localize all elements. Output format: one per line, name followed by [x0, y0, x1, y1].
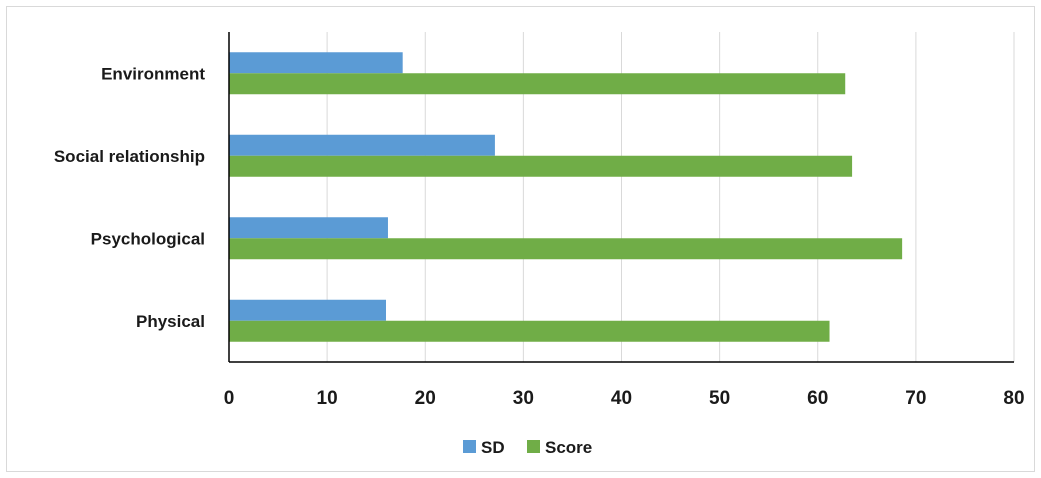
- bar-sd-social-relationship: [229, 134, 495, 156]
- x-tick-label: 70: [905, 388, 926, 409]
- bar-sd-psychological: [229, 217, 388, 239]
- axes: [228, 32, 1014, 363]
- x-tick-label: 80: [1003, 388, 1024, 409]
- category-label: Psychological: [91, 229, 205, 248]
- category-labels: Environment Social relationship Psychologi…: [54, 64, 205, 331]
- x-tick-label: 10: [317, 388, 338, 409]
- legend-swatch-score: [527, 440, 540, 453]
- bar-score-psychological: [229, 238, 903, 260]
- x-tick-label: 40: [611, 388, 632, 409]
- category-label: Social relationship: [54, 147, 205, 166]
- legend-swatch-sd: [463, 440, 476, 453]
- legend-label-score: Score: [545, 438, 592, 457]
- bars: [229, 52, 903, 342]
- x-tick-label: 50: [709, 388, 730, 409]
- x-tick-label: 20: [415, 388, 436, 409]
- x-tick-label: 30: [513, 388, 534, 409]
- bar-sd-physical: [229, 299, 386, 321]
- bar-score-environment: [229, 73, 846, 95]
- category-label: Physical: [136, 312, 205, 331]
- bar-sd-environment: [229, 52, 403, 74]
- bar-score-physical: [229, 320, 830, 342]
- bar-score-social-relationship: [229, 155, 853, 177]
- category-label: Environment: [101, 64, 205, 83]
- x-tick-label: 0: [224, 388, 235, 409]
- legend-label-sd: SD: [481, 438, 505, 457]
- legend: SD Score: [463, 438, 592, 457]
- x-tick-labels: 0 10 20 30 40 50 60 70 80: [224, 388, 1025, 409]
- x-tick-label: 60: [807, 388, 828, 409]
